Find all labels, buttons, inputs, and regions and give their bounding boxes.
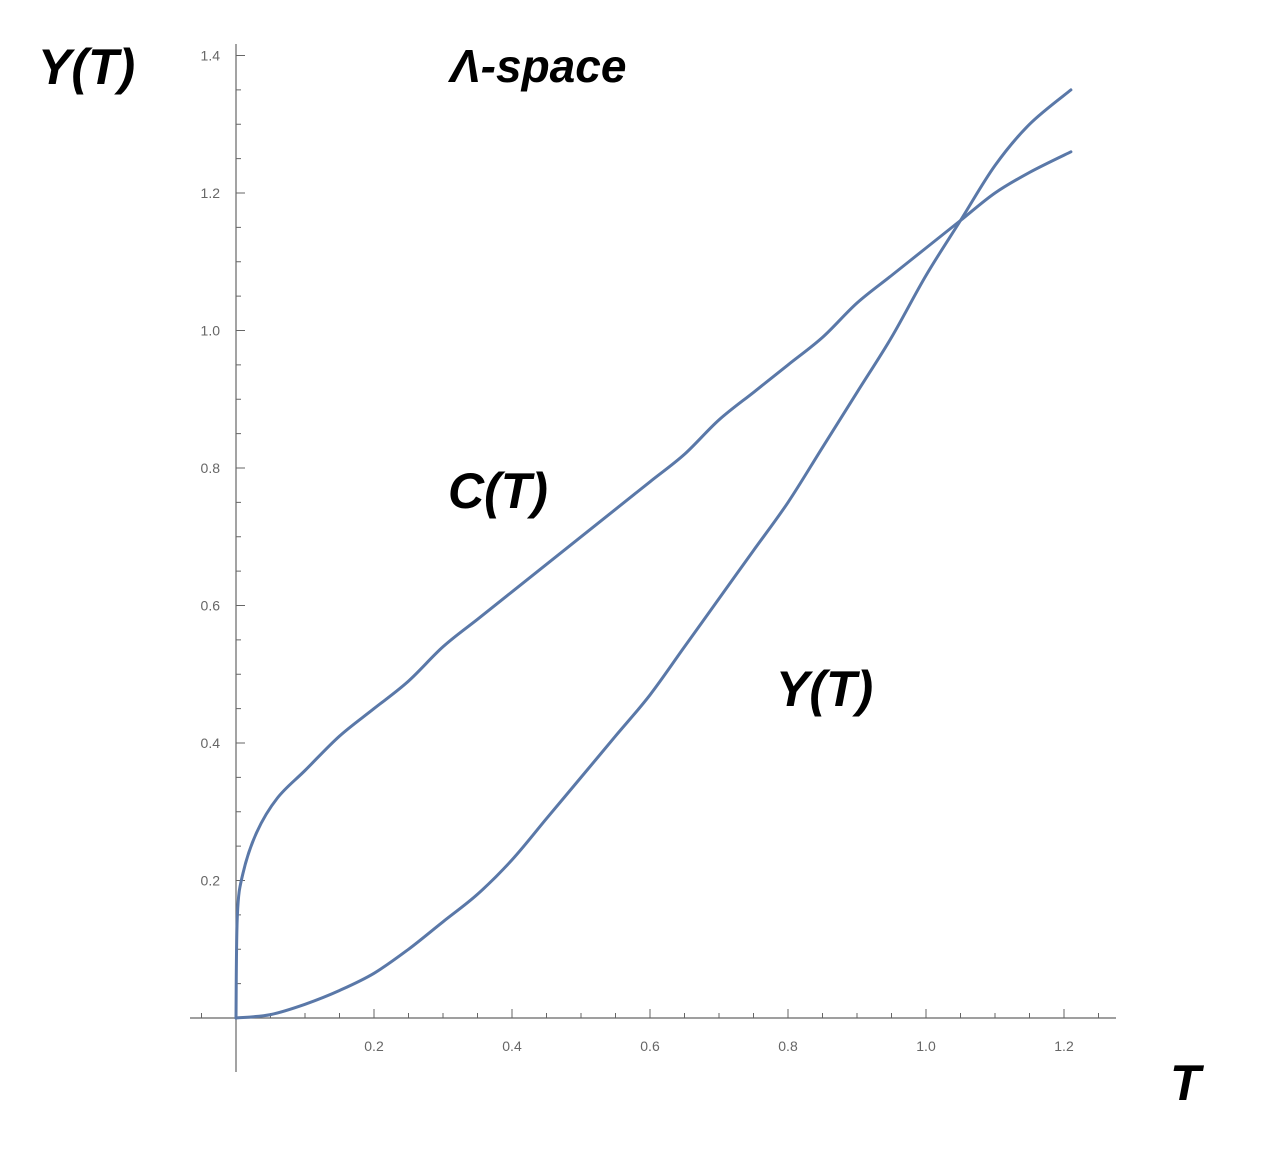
annotation-c-of-t: C(T): [448, 463, 548, 519]
x-tick-label: 0.6: [640, 1038, 660, 1054]
x-tick-label: 0.2: [364, 1038, 384, 1054]
y-tick-label: 1.4: [201, 48, 221, 64]
y-tick-label: 1.0: [201, 323, 221, 339]
series-line-yt: [234, 88, 1073, 1020]
y-tick-label: 0.6: [201, 598, 221, 614]
y-tick-label: 0.8: [201, 460, 221, 476]
axes: 0.2 0.4 0.6 0.8 1.0 1.2 0.2 0.4 0.6 0.8 1.0 1.2 1.4: [190, 44, 1116, 1072]
x-axis-label: T: [1170, 1055, 1205, 1111]
y-axis-label: Y(T): [38, 39, 135, 95]
y-tick-label: 1.2: [201, 185, 221, 201]
annotation-y-of-t: Y(T): [776, 661, 873, 717]
x-tick-label: 0.8: [778, 1038, 798, 1054]
y-tick-label: 0.2: [201, 873, 221, 889]
x-tick-label: 1.0: [916, 1038, 936, 1054]
chart-title: Λ-space: [447, 40, 626, 92]
x-tick-label: 0.4: [502, 1038, 522, 1054]
x-tick-label: 1.2: [1054, 1038, 1074, 1054]
y-tick-label: 0.4: [201, 735, 221, 751]
series-layer: [234, 88, 1073, 1020]
series-line-ct: [234, 150, 1073, 1020]
